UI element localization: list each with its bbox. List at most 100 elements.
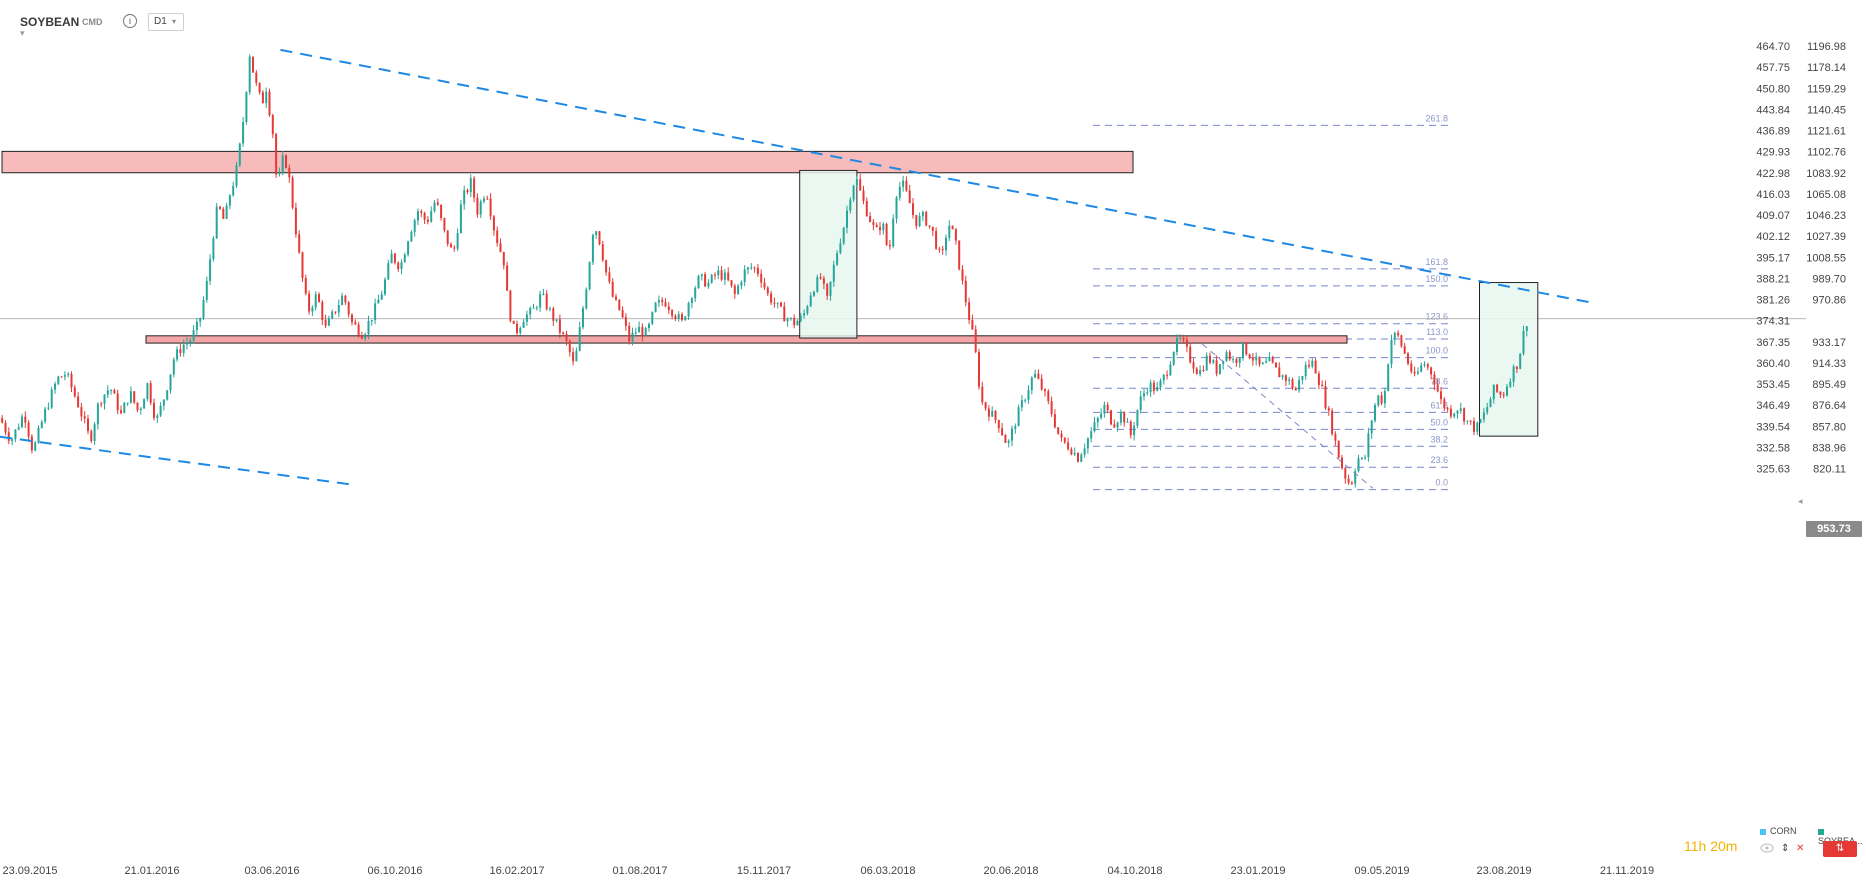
right-axis-tick-label: 1159.29 [1807,83,1846,95]
symbol-caret-icon[interactable]: ▾ [20,28,25,38]
x-axis-tick-label: 04.10.2018 [1107,865,1162,877]
candle-body [1123,412,1126,423]
left-axis-tick-label: 429.93 [1756,147,1790,159]
candle-body [189,340,192,343]
candle-body [7,432,10,441]
info-icon[interactable]: i [123,14,137,28]
candle-body [1265,361,1268,363]
candle-body [938,248,941,250]
candle-body [624,317,627,326]
candle-body [1288,379,1291,381]
candle-body [1020,400,1023,408]
candle-body [496,230,499,244]
highlight-rectangle [1479,282,1539,437]
candle-body [90,431,93,442]
candle-body [271,115,274,135]
left-axis-tick-label: 436.89 [1756,126,1790,138]
left-axis-tick-label: 388.21 [1756,273,1790,285]
candle-body [608,272,611,282]
candle-body [278,172,281,175]
candle-body [321,302,324,320]
right-axis-tick-label: 1008.55 [1806,252,1846,264]
candle-body [499,243,502,252]
candle-body [1281,375,1284,378]
candle-body [450,244,452,248]
candle-body [1380,395,1383,404]
symbol-selector[interactable]: SOYBEAN [20,15,80,29]
legend-item-corn[interactable]: CORN [1760,826,1797,836]
candle-body [1139,396,1142,410]
candle-body [1169,364,1172,376]
candle-body [133,391,136,403]
candle-body [380,294,383,300]
candle-body [763,282,766,288]
candle-body [110,389,113,391]
candle-body [776,302,779,304]
candle-body [1245,342,1248,355]
candle-body [354,322,357,325]
candle-body [720,270,723,280]
candle-body [753,267,756,269]
candle-body [225,205,228,219]
candle-body [1446,408,1449,410]
candle-body [1482,412,1485,420]
candle-body [710,274,713,283]
candle-body [756,267,759,274]
candle-body [971,319,974,330]
candle-body [532,307,535,309]
candle-body [1083,448,1086,455]
candle-body [987,408,990,417]
candle-body [1080,454,1083,462]
candle-body [1443,399,1446,409]
candle-body [195,321,198,331]
candle-body [311,307,314,312]
candle-body [205,280,208,300]
candle-body [1433,374,1436,385]
candle-body [1149,382,1152,393]
right-axis-tick-label: 1196.98 [1807,41,1846,53]
trade-button[interactable]: ⇅ [1823,841,1857,857]
candle-body [182,344,185,353]
candle-body [542,293,545,295]
x-axis-tick-label: 20.06.2018 [983,865,1038,877]
candle-body [1090,431,1093,439]
candle-body [294,207,297,235]
candle-body [654,302,657,312]
candle-body [83,416,86,419]
candle-body [80,407,83,417]
candle-body [915,214,918,227]
candle-body [529,308,532,315]
candle-body [1100,413,1103,418]
candle-body [473,178,476,198]
candle-body [549,308,551,310]
candle-body [1275,362,1277,368]
timeframe-select[interactable]: D1 ▾ [148,13,184,31]
right-axis-tick-label: 970.86 [1812,295,1846,307]
candle-body [387,263,390,280]
candle-body [809,295,812,307]
candle-body [1077,452,1079,462]
candle-body [1,418,4,423]
eye-icon[interactable] [1760,843,1774,856]
candle-body [123,402,126,414]
candle-body [1420,365,1423,372]
fib-level-label: 61.8 [1430,400,1448,410]
close-icon[interactable]: ✕ [1796,843,1805,854]
candle-body [433,202,436,212]
candle-body [974,329,977,352]
candle-body [337,305,340,313]
candle-body [1073,452,1076,455]
sort-icon[interactable]: ⇕ [1781,843,1790,854]
candle-body [70,373,73,388]
candle-body [740,282,743,286]
fibonacci-levels: 0.0 23.6 38.2 50.0 61.8 78.6 100.0 113.0 123.6 15… [1093,113,1450,491]
right-axis-tick-label: 1178.14 [1807,62,1846,74]
candle-body [902,180,905,187]
candle-body [37,427,40,443]
candle-body [1327,408,1330,411]
candle-body [770,293,773,303]
corn-color-swatch [1760,828,1766,835]
left-axis-tick-label: 395.17 [1756,252,1790,264]
candle-body [1525,326,1528,332]
